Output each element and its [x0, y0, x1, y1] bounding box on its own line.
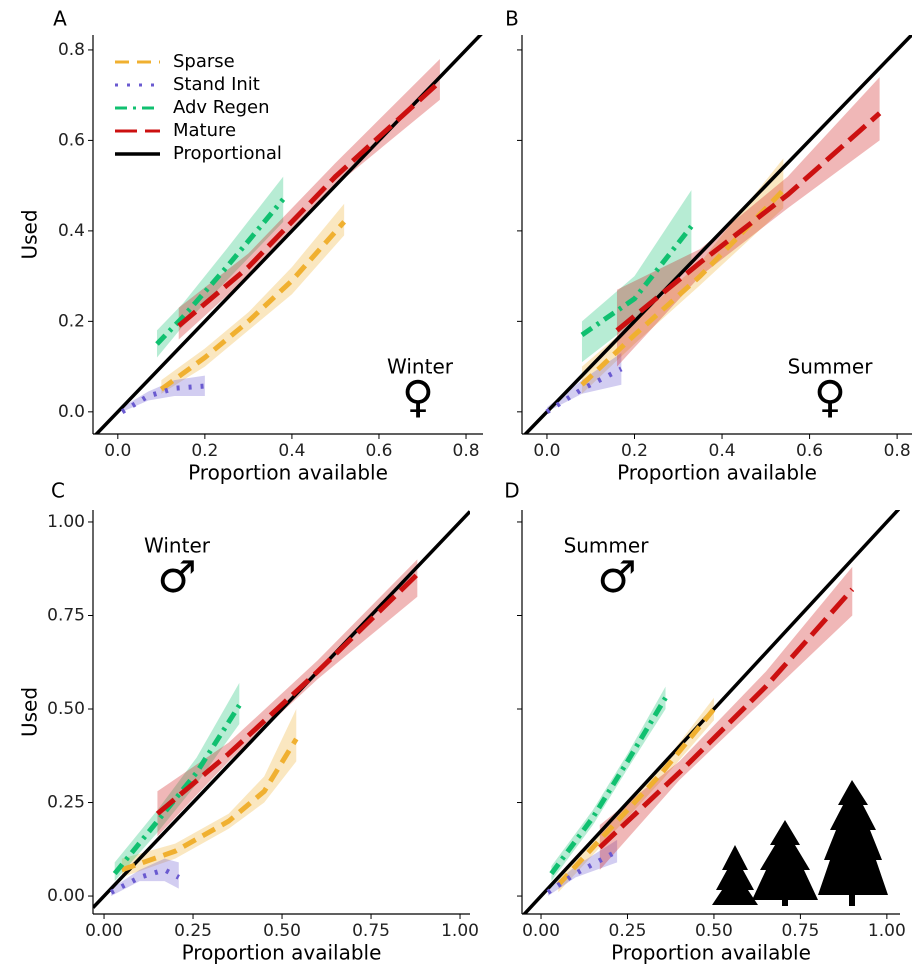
panel: 0.00 0.25 0.50 0.75 1.00 Proportion available… — [504, 479, 905, 965]
y-tick-label: 0.8 — [58, 40, 85, 60]
x-tick-label: 0.2 — [191, 441, 218, 461]
x-tick-label: 0.50 — [695, 921, 733, 941]
legend-label: Stand Init — [173, 74, 260, 95]
x-tick-label: 0.8 — [884, 441, 911, 461]
panel-label: B — [505, 7, 519, 31]
x-axis-label: Proportion available — [617, 461, 817, 485]
confidence-band — [178, 58, 440, 340]
x-tick-label: 0.50 — [263, 921, 301, 941]
confidence-band — [122, 375, 205, 412]
proportional-line — [93, 510, 470, 909]
x-tick-label: 0.6 — [365, 441, 392, 461]
y-tick-label: 0.4 — [58, 221, 85, 241]
panel: 0.0 0.2 0.4 0.6 0.8 0.0 0.2 0.4 0.6 0.8 Proportion… — [18, 7, 483, 485]
y-axis-label: Used — [18, 209, 42, 259]
x-tick-label: 0.75 — [352, 921, 390, 941]
y-tick-label: 0.25 — [47, 793, 85, 813]
series-line — [545, 366, 623, 414]
confidence-band — [616, 77, 880, 367]
y-tick-label: 0.00 — [47, 886, 85, 906]
series-line — [598, 587, 855, 850]
x-tick-label: 0.0 — [533, 441, 560, 461]
panel: 0.0 0.2 0.4 0.6 0.8 Proportion available B Summ… — [505, 7, 912, 485]
season-label: Summer — [564, 534, 650, 558]
series-line — [112, 703, 242, 876]
x-tick-label: 0.0 — [104, 441, 131, 461]
x-tick-label: 0.4 — [709, 441, 736, 461]
legend-label: Proportional — [173, 143, 282, 164]
x-tick-label: 0.25 — [609, 921, 647, 941]
confidence-band — [547, 839, 618, 897]
panel-label: A — [53, 7, 67, 31]
sex-symbol: ♂ — [597, 552, 636, 603]
confidence-band — [156, 176, 284, 358]
proportional-line — [523, 35, 912, 434]
x-tick-label: 0.00 — [85, 921, 123, 941]
series-line — [580, 224, 694, 337]
y-tick-label: 0.2 — [58, 311, 85, 331]
series-line — [615, 111, 882, 333]
x-tick-label: 0.2 — [621, 441, 648, 461]
x-tick-label: 1.00 — [868, 921, 906, 941]
x-tick-label: 0.75 — [781, 921, 819, 941]
proportional-line — [94, 35, 483, 434]
x-axis-label: Proportion available — [611, 941, 811, 965]
series-line — [121, 737, 299, 873]
legend-label: Adv Regen — [173, 97, 269, 118]
x-axis-label: Proportion available — [182, 941, 382, 965]
y-tick-label: 0.0 — [58, 402, 85, 422]
confidence-band — [599, 566, 853, 870]
confidence-band — [157, 559, 418, 837]
season-label: Winter — [387, 355, 454, 379]
series-line — [556, 707, 716, 887]
y-tick-label: 0.6 — [58, 130, 85, 150]
x-tick-label: 1.00 — [441, 921, 479, 941]
x-tick-label: 0.4 — [278, 441, 305, 461]
tree-medium — [752, 820, 818, 906]
season-label: Summer — [788, 355, 874, 379]
x-tick-label: 0.8 — [453, 441, 480, 461]
y-axis-label: Used — [18, 687, 42, 737]
series-line — [549, 696, 668, 876]
series-line — [177, 79, 442, 328]
legend-label: Sparse — [173, 51, 235, 72]
series-line — [120, 383, 206, 414]
sex-symbol: ♂ — [157, 552, 196, 603]
sex-symbol: ♀ — [402, 372, 434, 423]
plot-area — [523, 35, 912, 434]
sex-symbol: ♀ — [814, 372, 846, 423]
series-line — [159, 220, 347, 392]
tree-small — [712, 845, 758, 905]
season-label: Winter — [144, 534, 211, 558]
x-axis-label: Proportion available — [188, 461, 388, 485]
legend-label: Mature — [173, 120, 236, 141]
plot-area — [94, 35, 483, 434]
x-tick-label: 0.6 — [796, 441, 823, 461]
panel-label: D — [504, 479, 519, 503]
series-line — [155, 197, 286, 346]
panel: 0.00 0.25 0.50 0.75 1.00 0.00 0.25 0.50 0.75 1.00… — [18, 479, 479, 965]
trees — [712, 780, 888, 906]
plot-area — [522, 510, 900, 914]
x-tick-label: 0.00 — [522, 921, 560, 941]
plot-area — [93, 510, 470, 909]
x-tick-label: 0.25 — [174, 921, 212, 941]
confidence-band — [551, 686, 666, 882]
y-tick-label: 1.00 — [47, 512, 85, 532]
tree-large — [818, 780, 888, 906]
panel-label: C — [51, 479, 65, 503]
confidence-band — [114, 682, 240, 882]
y-tick-label: 0.75 — [47, 605, 85, 625]
y-tick-label: 0.50 — [47, 699, 85, 719]
series-line — [155, 572, 420, 816]
